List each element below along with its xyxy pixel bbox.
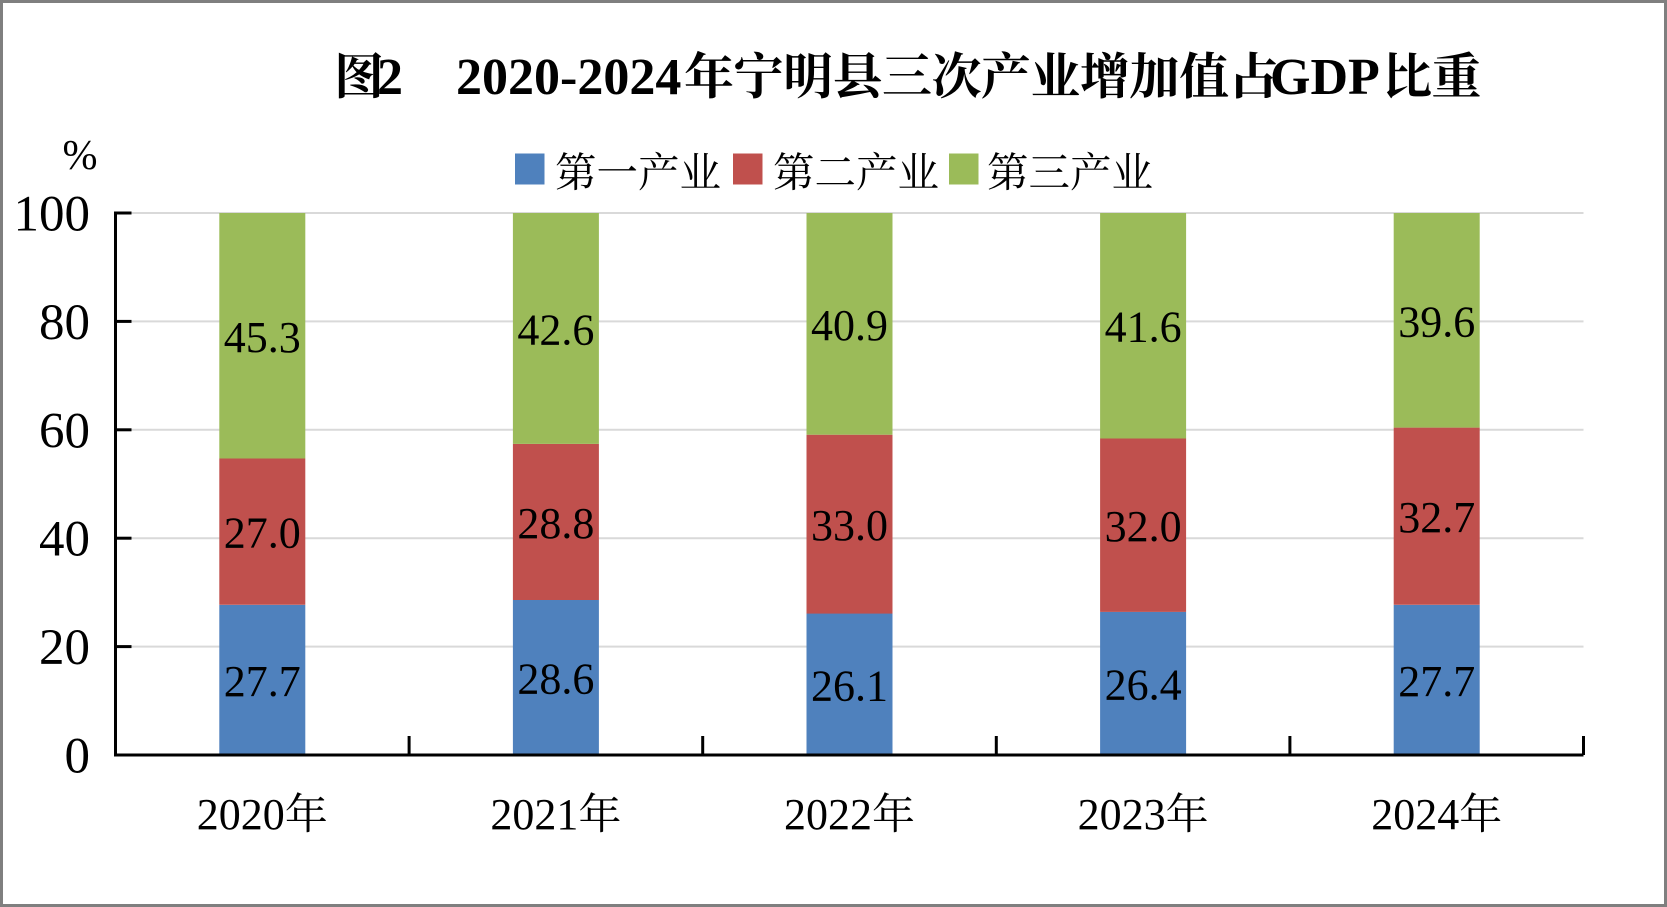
svg-text:45.3: 45.3 <box>224 313 301 362</box>
svg-text:GDP: GDP <box>1270 49 1380 106</box>
svg-text:41.6: 41.6 <box>1105 303 1182 352</box>
svg-text:80: 80 <box>39 295 90 351</box>
svg-text:60: 60 <box>39 403 90 459</box>
svg-text:0: 0 <box>65 729 91 785</box>
svg-text:39.6: 39.6 <box>1398 297 1475 346</box>
svg-text:27.7: 27.7 <box>1398 657 1475 706</box>
svg-text:2020: 2020 <box>197 790 285 839</box>
svg-text:32.0: 32.0 <box>1105 502 1182 551</box>
svg-text:%: % <box>63 133 98 179</box>
svg-text:42.6: 42.6 <box>517 305 594 354</box>
svg-text:2024: 2024 <box>1371 790 1459 839</box>
svg-text:27.7: 27.7 <box>224 657 301 706</box>
svg-text:2021: 2021 <box>490 790 578 839</box>
svg-text:40.9: 40.9 <box>811 301 888 350</box>
svg-text:2023: 2023 <box>1078 790 1166 839</box>
svg-text:100: 100 <box>14 187 91 243</box>
svg-text:32.7: 32.7 <box>1398 493 1475 542</box>
svg-text:2020-2024: 2020-2024 <box>456 49 681 106</box>
svg-text:27.0: 27.0 <box>224 509 301 558</box>
svg-text:26.1: 26.1 <box>811 661 888 710</box>
svg-text:33.0: 33.0 <box>811 501 888 550</box>
svg-text:26.4: 26.4 <box>1105 661 1182 710</box>
svg-text:2022: 2022 <box>784 790 872 839</box>
svg-text:20: 20 <box>39 620 90 676</box>
svg-text:2: 2 <box>377 49 403 106</box>
svg-text:28.8: 28.8 <box>517 499 594 548</box>
svg-text:40: 40 <box>39 512 90 568</box>
svg-text:28.6: 28.6 <box>517 655 594 704</box>
